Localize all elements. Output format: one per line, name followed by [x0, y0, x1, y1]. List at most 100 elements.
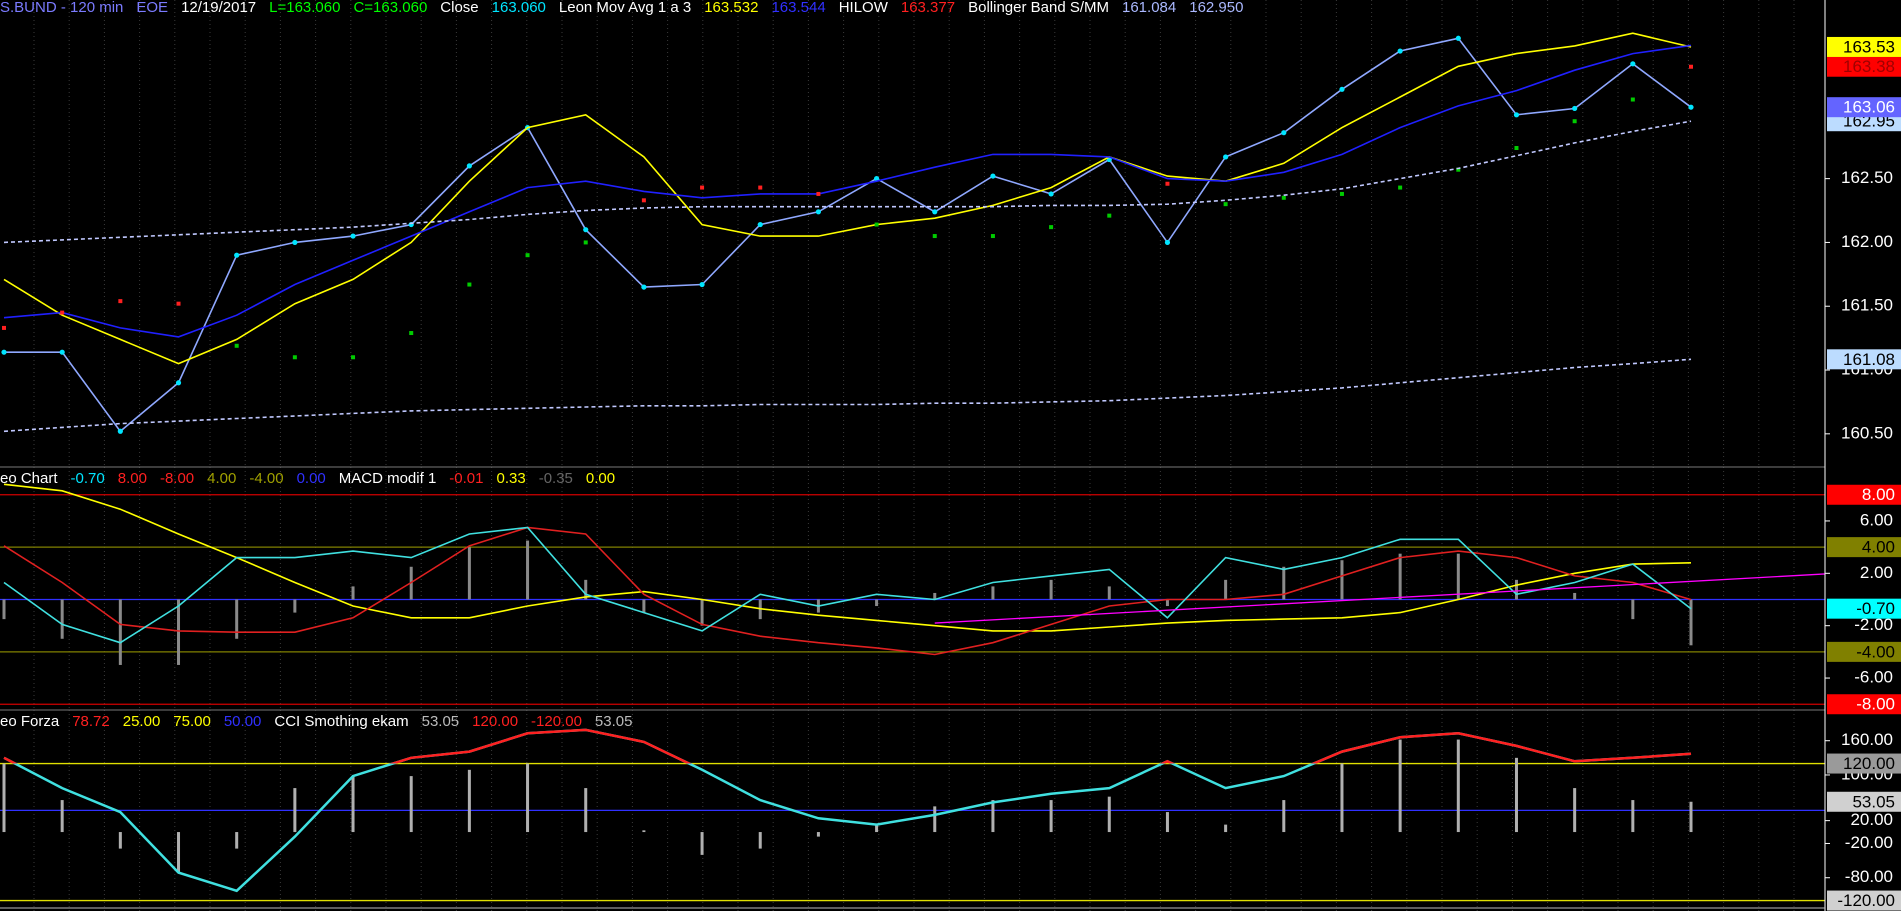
histogram-bar	[991, 800, 995, 833]
y-tick-label: -2.00	[1854, 615, 1893, 634]
histogram-bar	[875, 824, 879, 833]
histogram-bar	[1224, 579, 1228, 600]
close-marker	[350, 233, 356, 239]
value-badge	[1827, 97, 1901, 118]
value-badge-label: 53.05	[1852, 792, 1895, 811]
histogram-bar	[60, 800, 64, 833]
hilow-dot	[60, 310, 65, 315]
histogram-bar	[1165, 599, 1169, 607]
close-marker	[1339, 86, 1345, 92]
legend-item: Bollinger Band S/MM	[968, 0, 1109, 16]
close-marker	[466, 163, 472, 169]
hilow-dot	[1339, 191, 1344, 196]
hilow-dot	[816, 191, 821, 196]
histogram-bar	[700, 832, 704, 855]
legend-item: L=163.060	[269, 0, 340, 16]
trend-line	[934, 573, 1825, 624]
value-badge	[1827, 791, 1901, 812]
hilow-dot	[1049, 225, 1054, 230]
histogram-bar	[1224, 824, 1228, 833]
pane	[0, 467, 1825, 710]
histogram-bar	[1282, 566, 1286, 600]
value-badge-label: -8.00	[1856, 695, 1895, 714]
value-badge	[1827, 537, 1901, 558]
legend-item: Leon Mov Avg 1 a 3	[559, 0, 691, 16]
value-badge	[1827, 36, 1901, 57]
legend-item: 12/19/2017	[181, 0, 256, 16]
hilow-dot	[758, 185, 763, 190]
value-badge-label: 8.00	[1862, 485, 1895, 504]
close-marker	[641, 284, 647, 290]
legend-item: EOE	[136, 0, 168, 16]
hilow-dot	[990, 234, 995, 239]
hilow-dot	[176, 301, 181, 306]
value-badge	[1827, 694, 1901, 715]
histogram-bar	[177, 599, 181, 665]
legend-item: 4.00	[207, 470, 236, 487]
y-tick-label: 162.50	[1841, 168, 1893, 187]
legend-item: 161.084	[1122, 0, 1176, 16]
series-line	[3, 120, 1692, 244]
hilow-dot	[874, 222, 879, 227]
value-badge	[1827, 890, 1901, 911]
value-badge	[1827, 484, 1901, 505]
legend-item: 78.72	[72, 713, 110, 730]
legend-item: 75.00	[173, 713, 211, 730]
histogram-bar	[1689, 801, 1693, 833]
legend-item: 163.377	[901, 0, 955, 16]
histogram-bar	[1398, 739, 1402, 833]
histogram-bar	[584, 579, 588, 600]
histogram-bar	[1573, 592, 1577, 600]
histogram-bar	[933, 806, 937, 833]
close-marker	[59, 349, 65, 355]
hilow-dot	[1456, 167, 1461, 172]
hilow-dot	[1281, 195, 1286, 200]
histogram-bar	[409, 776, 413, 833]
histogram-bar	[1398, 553, 1402, 600]
histogram-bar	[1049, 800, 1053, 833]
hilow-dot	[1689, 64, 1693, 69]
histogram-bar	[1631, 599, 1635, 620]
hilow-dot	[700, 185, 705, 190]
legend-item: -120.00	[531, 713, 582, 730]
close-marker	[1688, 104, 1694, 110]
value-badge-label: 163.53	[1843, 37, 1895, 56]
histogram-bar	[1165, 812, 1169, 833]
legend-item: HILOW	[839, 0, 889, 16]
close-marker	[175, 380, 182, 386]
histogram-bar	[816, 832, 820, 837]
histogram-bar	[1107, 586, 1111, 600]
histogram-bar	[991, 586, 995, 600]
legend-item: 162.950	[1189, 0, 1243, 16]
y-tick-label: 160.00	[1841, 730, 1893, 749]
histogram-bar	[875, 599, 879, 607]
close-marker	[1397, 48, 1403, 54]
close-marker	[583, 227, 589, 233]
y-tick-label: 161.50	[1841, 296, 1893, 315]
value-badge	[1827, 753, 1901, 774]
hilow-dot	[467, 282, 472, 287]
histogram-bar	[467, 547, 471, 600]
hilow-dot	[1514, 146, 1519, 151]
close-marker	[1164, 239, 1171, 246]
histogram-bar	[235, 599, 239, 639]
histogram-bar	[1107, 796, 1111, 833]
legend-item: -0.01	[449, 470, 483, 487]
series-line	[3, 32, 1692, 365]
histogram-bar	[526, 540, 530, 600]
y-tick-label: -6.00	[1854, 668, 1893, 687]
value-badge-label: 161.08	[1843, 350, 1895, 369]
hilow-dot	[2, 325, 6, 330]
histogram-bar	[642, 599, 646, 613]
series-line	[3, 358, 1692, 433]
value-badge	[1827, 598, 1901, 619]
close-marker	[757, 221, 763, 228]
histogram-bar	[118, 832, 122, 849]
legend-item: 163.060	[492, 0, 546, 16]
legend-item: 53.05	[422, 713, 460, 730]
legend-item: C=163.060	[353, 0, 427, 16]
hilow-dot	[409, 331, 414, 336]
